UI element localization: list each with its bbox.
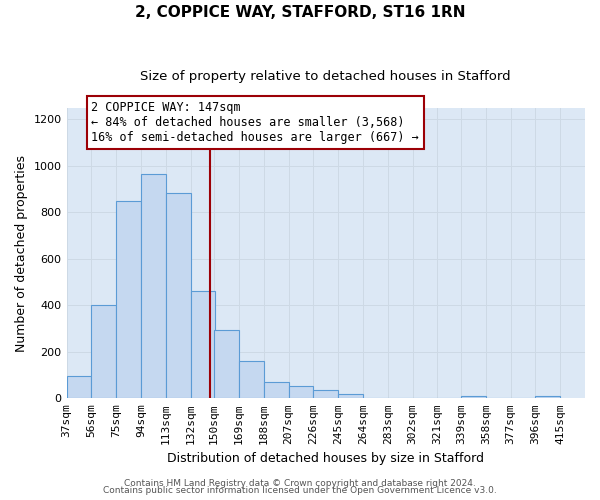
Bar [191, 292, 215, 399]
Bar [289, 386, 313, 398]
Text: Contains public sector information licensed under the Open Government Licence v3: Contains public sector information licen… [103, 486, 497, 495]
Text: Contains HM Land Registry data © Crown copyright and database right 2024.: Contains HM Land Registry data © Crown c… [124, 478, 476, 488]
Bar [264, 382, 289, 398]
Bar [116, 201, 141, 398]
Bar [214, 330, 239, 398]
Bar [313, 390, 338, 398]
Bar [166, 194, 191, 398]
Bar [91, 306, 116, 398]
Bar [535, 396, 560, 398]
X-axis label: Distribution of detached houses by size in Stafford: Distribution of detached houses by size … [167, 452, 484, 465]
Bar [239, 361, 264, 399]
Bar [67, 376, 91, 398]
Title: Size of property relative to detached houses in Stafford: Size of property relative to detached ho… [140, 70, 511, 83]
Y-axis label: Number of detached properties: Number of detached properties [15, 154, 28, 352]
Bar [141, 174, 166, 398]
Bar [461, 396, 486, 398]
Bar [338, 394, 363, 398]
Text: 2 COPPICE WAY: 147sqm
← 84% of detached houses are smaller (3,568)
16% of semi-d: 2 COPPICE WAY: 147sqm ← 84% of detached … [91, 101, 419, 144]
Text: 2, COPPICE WAY, STAFFORD, ST16 1RN: 2, COPPICE WAY, STAFFORD, ST16 1RN [135, 5, 465, 20]
